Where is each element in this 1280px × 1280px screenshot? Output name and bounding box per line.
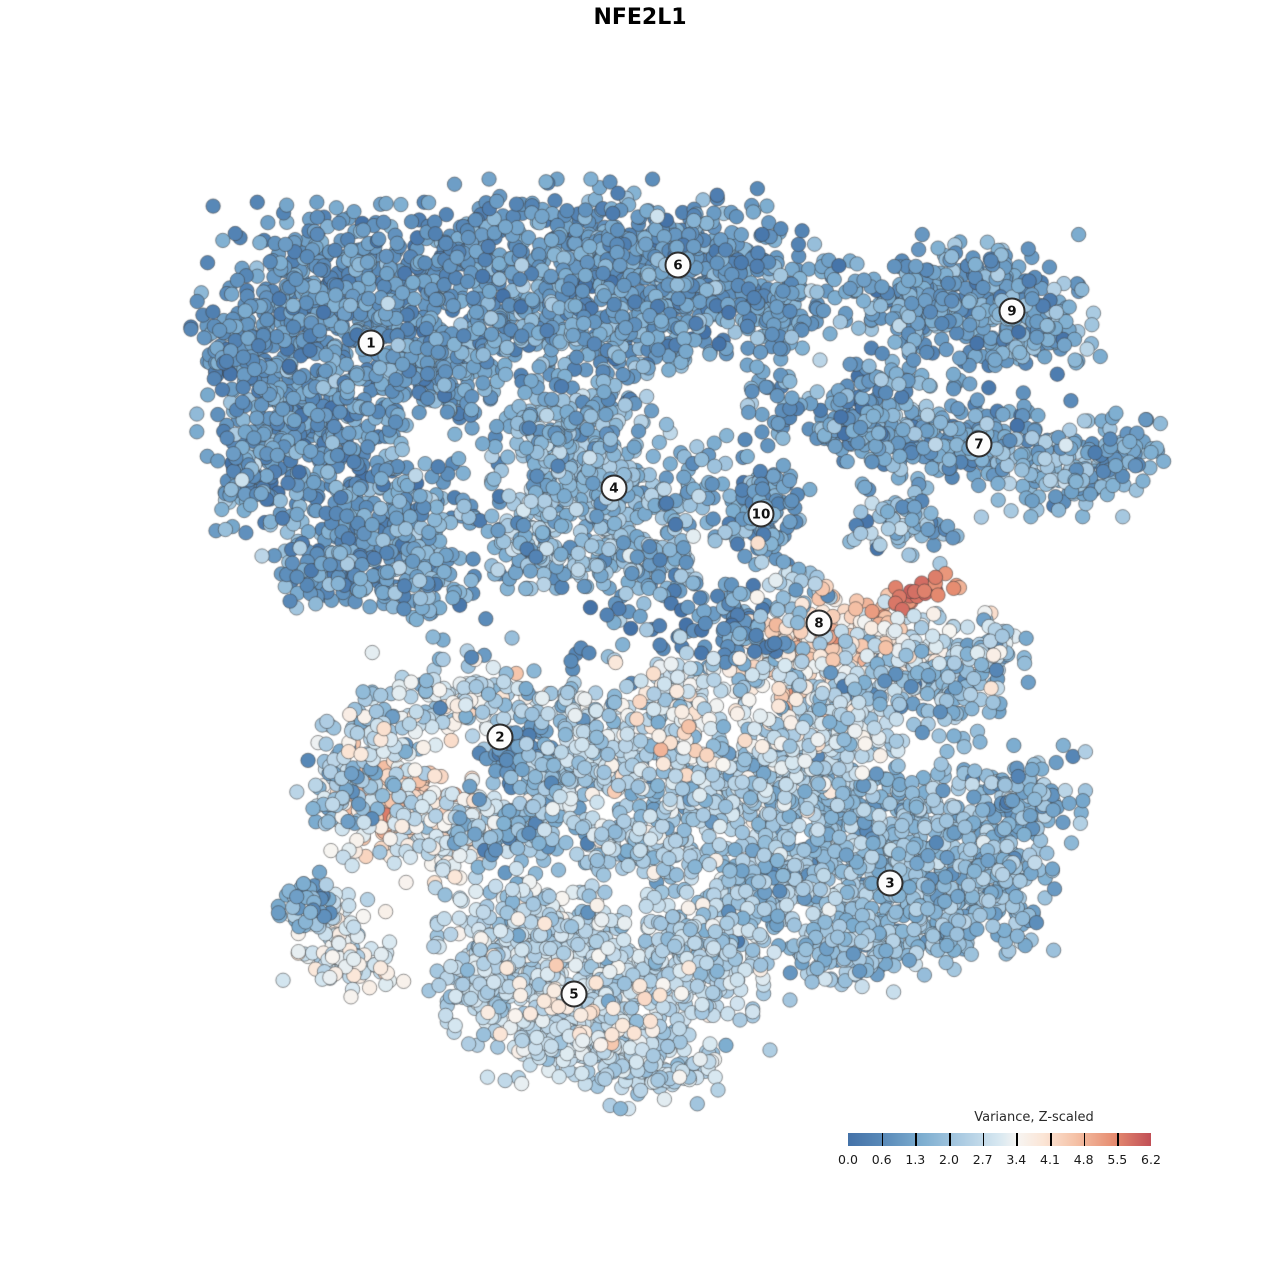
cluster-badge-7: 7 (965, 430, 993, 458)
colorbar-tick-mark (982, 1133, 985, 1146)
colorbar-tick-label: 1.3 (905, 1152, 926, 1167)
colorbar-tick-label: 5.5 (1107, 1152, 1128, 1167)
colorbar-tick-label: 6.2 (1141, 1152, 1161, 1167)
colorbar-tick-label: 0.6 (871, 1152, 892, 1167)
cluster-badge-8: 8 (805, 609, 833, 637)
colorbar-tick-label: 3.4 (1006, 1152, 1027, 1167)
colorbar-tick-mark (1050, 1133, 1052, 1146)
cluster-badge-6: 6 (664, 251, 692, 279)
cluster-badge-5: 5 (560, 980, 588, 1008)
cluster-badge-3: 3 (876, 869, 904, 897)
colorbar-gradient (848, 1133, 1151, 1146)
colorbar-tick-label: 0.0 (838, 1152, 858, 1167)
cluster-badge-2: 2 (486, 723, 514, 751)
colorbar-tick-mark (1016, 1133, 1018, 1146)
cluster-badge-4: 4 (600, 474, 628, 502)
colorbar-tick-mark (915, 1133, 917, 1146)
colorbar-title: Variance, Z-scaled (974, 1110, 1094, 1125)
colorbar-tick-mark (949, 1133, 951, 1146)
colorbar-tick-mark (1083, 1133, 1086, 1146)
cluster-badge-9: 9 (998, 297, 1026, 325)
colorbar-tick-mark (1117, 1133, 1119, 1146)
page-title: NFE2L1 (593, 5, 687, 30)
colorbar-tick-label: 2.7 (972, 1152, 993, 1167)
colorbar-tick-mark (881, 1133, 884, 1146)
colorbar-tick-label: 4.1 (1040, 1152, 1060, 1167)
colorbar-tick-label: 2.0 (939, 1152, 959, 1167)
cluster-badge-10: 10 (747, 500, 775, 528)
colorbar-tick-label: 4.8 (1073, 1152, 1094, 1167)
cluster-badge-1: 1 (357, 329, 385, 357)
